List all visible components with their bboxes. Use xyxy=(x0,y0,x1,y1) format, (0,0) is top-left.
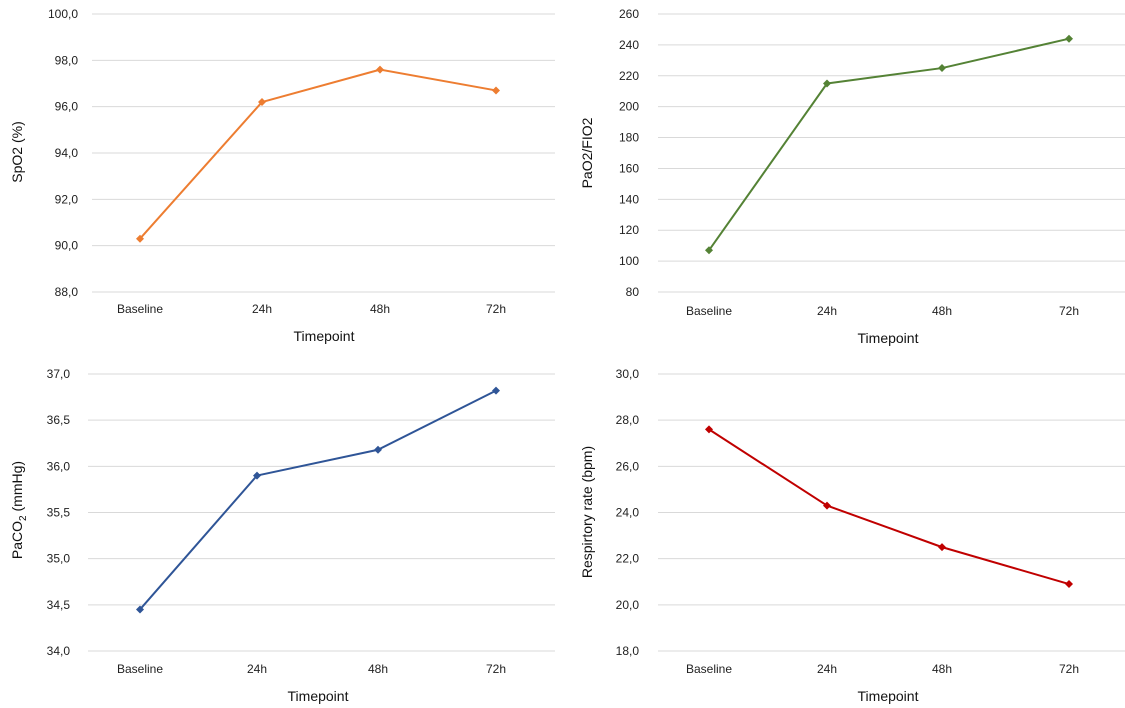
chart-paco2-y-axis-title-subscript: 2 xyxy=(18,515,29,521)
x-tick-label: 48h xyxy=(932,304,952,318)
x-tick-label: 24h xyxy=(252,302,272,316)
y-tick-label: 92,0 xyxy=(55,192,79,206)
x-tick-label: 24h xyxy=(247,662,267,676)
y-tick-label: 90,0 xyxy=(55,239,79,253)
data-point-marker xyxy=(938,64,946,73)
chart-spo2-x-axis-title: Timepoint xyxy=(294,328,355,344)
y-tick-label: 88,0 xyxy=(55,285,79,299)
chart-paco2-series xyxy=(136,386,500,614)
x-tick-label: Baseline xyxy=(686,662,732,676)
data-point-marker xyxy=(823,501,831,510)
chart-spo2-x-ticks: Baseline 24h 48h 72h xyxy=(117,302,506,316)
y-tick-label: 30,0 xyxy=(616,367,640,381)
chart-pao2-fio2-series xyxy=(705,34,1073,255)
x-tick-label: 48h xyxy=(370,302,390,316)
chart-paco2-series-line xyxy=(139,389,497,611)
data-point-marker xyxy=(1065,34,1073,43)
y-tick-label: 240 xyxy=(619,38,639,52)
chart-paco2-y-axis-title: PaCO2 (mmHg) xyxy=(9,461,29,559)
chart-respiratory-rate-series-line xyxy=(708,428,1070,586)
chart-respiratory-rate: 18,0 20,0 22,0 24,0 26,0 28,0 30,0 Baseline 24h… xyxy=(579,367,1125,704)
y-tick-label: 20,0 xyxy=(616,598,640,612)
data-point-marker xyxy=(136,605,144,614)
x-tick-label: 48h xyxy=(368,662,388,676)
data-point-marker xyxy=(705,425,713,434)
chart-pao2-fio2-y-ticks: 80 100 120 140 160 180 200 220 240 260 xyxy=(619,7,639,299)
data-point-marker xyxy=(705,246,713,255)
y-tick-label: 35,5 xyxy=(47,506,71,520)
y-tick-label: 18,0 xyxy=(616,644,640,658)
y-tick-label: 36,0 xyxy=(47,459,71,473)
x-tick-label: 72h xyxy=(486,302,506,316)
x-tick-label: 72h xyxy=(1059,304,1079,318)
data-point-marker xyxy=(253,471,261,480)
chart-paco2-y-ticks: 34,0 34,5 35,0 35,5 36,0 36,5 37,0 xyxy=(47,367,71,658)
y-tick-label: 98,0 xyxy=(55,53,79,67)
chart-pao2-fio2-x-ticks: Baseline 24h 48h 72h xyxy=(686,304,1079,318)
chart-pao2-fio2-series-line xyxy=(708,37,1070,251)
x-tick-label: 72h xyxy=(1059,662,1079,676)
data-point-marker xyxy=(1065,580,1073,589)
chart-paco2-x-axis-title: Timepoint xyxy=(288,688,349,704)
data-point-marker xyxy=(938,543,946,552)
chart-paco2-y-axis-title-main: PaCO xyxy=(9,521,25,559)
chart-respiratory-rate-series xyxy=(705,425,1073,589)
chart-spo2: 88,0 90,0 92,0 94,0 96,0 98,0 100,0 Baseline 24… xyxy=(9,7,555,344)
chart-pao2-fio2-y-axis-title: PaO2/FIO2 xyxy=(579,117,595,188)
y-tick-label: 94,0 xyxy=(55,146,79,160)
chart-spo2-series xyxy=(136,65,500,243)
data-point-marker xyxy=(374,445,382,454)
y-tick-label: 96,0 xyxy=(55,100,79,114)
chart-paco2-x-ticks: Baseline 24h 48h 72h xyxy=(117,662,506,676)
data-point-marker xyxy=(376,65,384,74)
y-tick-label: 140 xyxy=(619,192,639,206)
x-tick-label: 48h xyxy=(932,662,952,676)
y-tick-label: 34,5 xyxy=(47,598,71,612)
chart-respiratory-rate-x-axis-title: Timepoint xyxy=(858,688,919,704)
y-tick-label: 100 xyxy=(619,254,639,268)
y-tick-label: 200 xyxy=(619,100,639,114)
y-tick-label: 35,0 xyxy=(47,552,71,566)
y-tick-label: 26,0 xyxy=(616,459,640,473)
chart-pao2-fio2: 80 100 120 140 160 180 200 220 240 260 Baseline 24… xyxy=(579,7,1125,346)
data-point-marker xyxy=(258,98,266,107)
x-tick-label: Baseline xyxy=(117,662,163,676)
y-tick-label: 80 xyxy=(626,285,640,299)
chart-respiratory-rate-gridlines xyxy=(658,373,1125,652)
x-tick-label: 24h xyxy=(817,662,837,676)
chart-paco2-y-axis-title-unit: (mmHg) xyxy=(9,461,25,515)
data-point-marker xyxy=(492,86,500,95)
y-tick-label: 120 xyxy=(619,223,639,237)
data-point-marker xyxy=(136,234,144,243)
x-tick-label: 24h xyxy=(817,304,837,318)
x-tick-label: Baseline xyxy=(117,302,163,316)
y-tick-label: 37,0 xyxy=(47,367,71,381)
chart-paco2-gridlines xyxy=(88,373,555,652)
y-tick-label: 160 xyxy=(619,161,639,175)
chart-spo2-series-line xyxy=(139,68,497,240)
y-tick-label: 260 xyxy=(619,7,639,21)
x-tick-label: Baseline xyxy=(686,304,732,318)
x-tick-label: 72h xyxy=(486,662,506,676)
chart-pao2-fio2-x-axis-title: Timepoint xyxy=(858,330,919,346)
y-tick-label: 28,0 xyxy=(616,413,640,427)
chart-spo2-y-ticks: 88,0 90,0 92,0 94,0 96,0 98,0 100,0 xyxy=(48,7,78,299)
chart-respiratory-rate-y-ticks: 18,0 20,0 22,0 24,0 26,0 28,0 30,0 xyxy=(616,367,640,658)
y-tick-label: 100,0 xyxy=(48,7,78,21)
y-tick-label: 36,5 xyxy=(47,413,71,427)
chart-spo2-gridlines xyxy=(92,13,555,293)
chart-pao2-fio2-gridlines xyxy=(658,13,1125,293)
chart-spo2-y-axis-title: SpO2 (%) xyxy=(9,121,25,182)
y-tick-label: 34,0 xyxy=(47,644,71,658)
y-tick-label: 180 xyxy=(619,131,639,145)
chart-paco2: 34,0 34,5 35,0 35,5 36,0 36,5 37,0 Baseline 24h… xyxy=(9,367,555,704)
data-point-marker xyxy=(823,79,831,88)
data-point-marker xyxy=(492,386,500,395)
y-tick-label: 22,0 xyxy=(616,552,640,566)
y-tick-label: 24,0 xyxy=(616,506,640,520)
chart-respiratory-rate-x-ticks: Baseline 24h 48h 72h xyxy=(686,662,1079,676)
y-tick-label: 220 xyxy=(619,69,639,83)
chart-respiratory-rate-y-axis-title: Respirtory rate (bpm) xyxy=(579,446,595,578)
